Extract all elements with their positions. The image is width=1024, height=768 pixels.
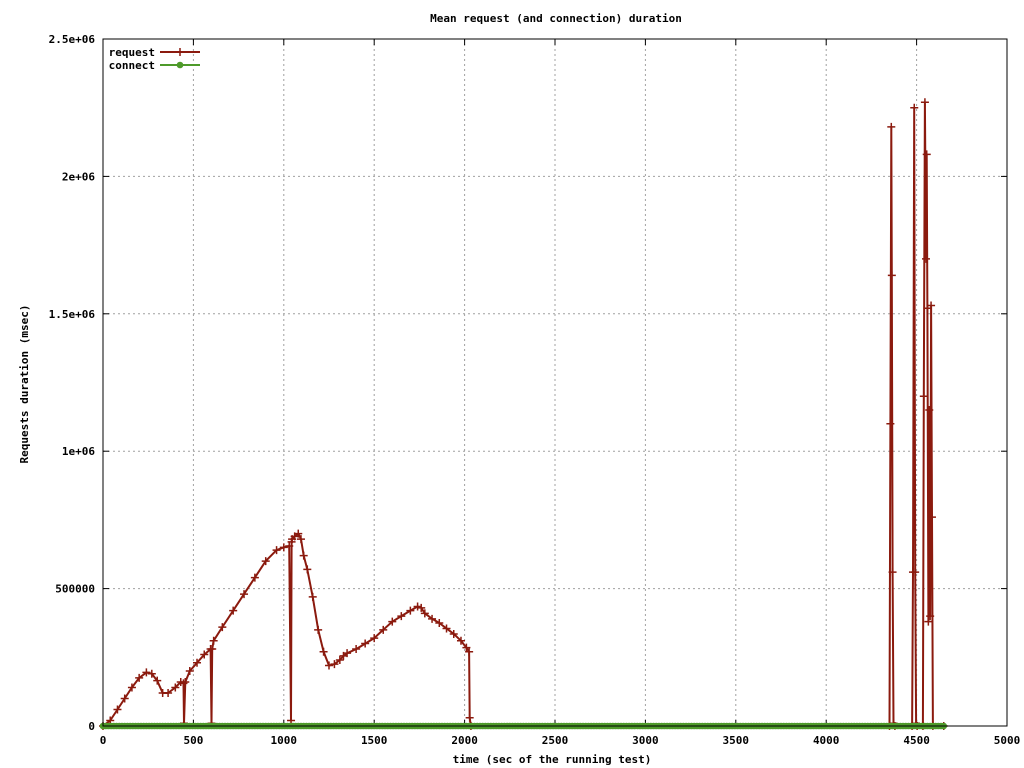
data-point-request: [208, 645, 216, 653]
data-point-request: [414, 602, 422, 610]
data-point-request: [309, 593, 317, 601]
data-point-request: [924, 618, 932, 626]
data-point-request: [920, 392, 928, 400]
data-point-request: [325, 662, 333, 670]
x-tick-label: 1000: [271, 734, 298, 747]
data-point-request: [314, 626, 322, 634]
y-axis-ticks: 0 500000 1e+06 1.5e+06 2e+06 2.5e+06: [49, 33, 1007, 733]
y-tick-label: 2.5e+06: [49, 33, 96, 46]
y-tick-label: 1e+06: [62, 445, 95, 458]
data-point-request: [300, 552, 308, 560]
x-tick-label: 0: [100, 734, 107, 747]
data-point-request: [466, 714, 474, 722]
x-axis-ticks: 0 500 1000 1500 2000 2500 3000 3500 4000 4500 5000: [100, 39, 1021, 747]
x-tick-label: 500: [183, 734, 203, 747]
x-tick-label: 2000: [451, 734, 478, 747]
x-tick-label: 4500: [903, 734, 930, 747]
data-point-request: [888, 271, 896, 279]
x-axis-label: time (sec of the running test): [453, 753, 652, 766]
x-tick-label: 2500: [542, 734, 569, 747]
series-line-request: [103, 102, 944, 726]
x-tick-label: 4000: [813, 734, 840, 747]
data-point-request: [303, 565, 311, 573]
x-tick-label: 5000: [994, 734, 1021, 747]
x-tick-label: 3500: [723, 734, 750, 747]
data-point-request: [320, 648, 328, 656]
legend-label-request: request: [109, 46, 155, 59]
y-tick-label: 1.5e+06: [49, 308, 96, 321]
data-point-request: [181, 678, 189, 686]
series-request: [99, 98, 948, 730]
legend-marker-connect: [177, 62, 184, 69]
grid: [103, 39, 1007, 726]
y-tick-label: 500000: [55, 583, 95, 596]
data-point-request: [921, 98, 929, 106]
plot-frame: [103, 39, 1007, 726]
legend-marker-request: [176, 48, 184, 56]
data-point-request: [922, 255, 930, 263]
y-axis-label: Requests duration (msec): [18, 305, 31, 464]
x-tick-label: 3000: [632, 734, 659, 747]
y-tick-label: 0: [88, 720, 95, 733]
chart-title: Mean request (and connection) duration: [430, 12, 682, 25]
data-point-request: [887, 123, 895, 131]
data-point-request: [280, 543, 288, 551]
legend-label-connect: connect: [109, 59, 155, 72]
x-tick-label: 1500: [361, 734, 388, 747]
series-group: [99, 98, 948, 730]
y-tick-label: 2e+06: [62, 170, 95, 183]
